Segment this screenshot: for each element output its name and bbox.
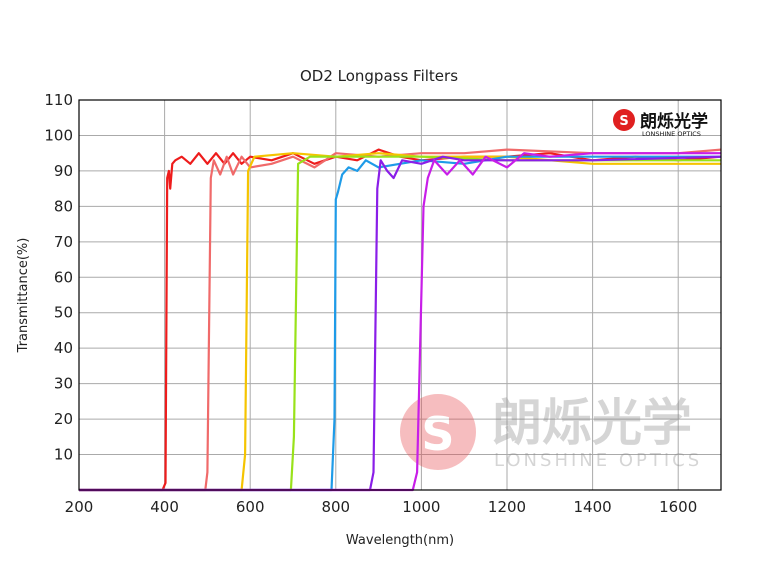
y-tick-label: 70 xyxy=(54,233,73,251)
y-tick-label: 90 xyxy=(54,162,73,180)
y-tick-label: 80 xyxy=(54,197,73,215)
x-tick-label: 400 xyxy=(150,498,179,516)
x-tick-label: 1600 xyxy=(659,498,697,516)
x-tick-label: 800 xyxy=(321,498,350,516)
x-tick-label: 1200 xyxy=(488,498,526,516)
logo-en: LONSHINE OPTICS xyxy=(642,130,701,138)
series-line-5 xyxy=(79,155,722,492)
watermark: S 朗烁光学 LONSHINE OPTICS xyxy=(400,394,702,471)
y-tick-label: 20 xyxy=(54,410,73,428)
x-tick-label: 1000 xyxy=(402,498,440,516)
x-axis-label: Wavelength(nm) xyxy=(346,533,454,548)
y-tick-label: 60 xyxy=(54,268,73,286)
x-tick-label: 600 xyxy=(236,498,265,516)
y-tick-label: 40 xyxy=(54,339,73,357)
y-tick-label: 50 xyxy=(54,304,73,322)
chart-title: OD2 Longpass Filters xyxy=(300,67,458,85)
y-axis-label: Transmittance(%) xyxy=(16,238,31,354)
logo: S 朗烁光学 LONSHINE OPTICS xyxy=(613,109,708,138)
y-tick-label: 30 xyxy=(54,375,73,393)
series-group xyxy=(79,148,722,492)
y-tick-label: 100 xyxy=(44,126,73,144)
logo-cn: 朗烁光学 xyxy=(640,111,708,132)
series-line-1 xyxy=(79,148,722,492)
y-tick-label: 110 xyxy=(44,91,73,109)
x-tick-label: 1400 xyxy=(574,498,612,516)
x-tick-label: 200 xyxy=(65,498,94,516)
watermark-en: LONSHINE OPTICS xyxy=(494,450,702,471)
svg-text:S: S xyxy=(619,114,628,129)
series-line-6 xyxy=(79,152,721,492)
watermark-cn: 朗烁光学 xyxy=(492,394,692,452)
svg-text:S: S xyxy=(421,407,454,461)
grid xyxy=(79,100,721,490)
y-tick-label: 10 xyxy=(54,446,73,464)
ticks: 200 400 600 800 1000 1200 1400 1600 10 20 30 40 50 60… xyxy=(44,91,697,516)
logo-icon xyxy=(613,109,635,131)
plot-frame xyxy=(78,99,722,491)
